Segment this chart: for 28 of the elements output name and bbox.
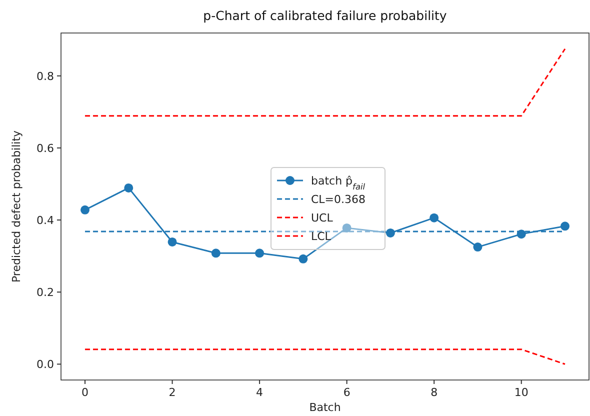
x-tick-label: 4 xyxy=(256,386,264,399)
legend-label: batch p̂$_{fail}$ xyxy=(311,174,366,192)
point xyxy=(211,248,220,258)
legend-label: LCL xyxy=(311,230,332,243)
chart-title: p-Chart of calibrated failure probability xyxy=(203,8,448,23)
y-tick-label: 0.4 xyxy=(36,214,54,228)
point xyxy=(430,213,439,222)
point xyxy=(255,248,264,258)
point xyxy=(298,254,308,264)
legend-label: CL=0.368 xyxy=(311,193,366,206)
x-tick-label: 0 xyxy=(82,386,88,399)
y-tick-label: 0.8 xyxy=(36,70,54,83)
point xyxy=(342,223,352,232)
point xyxy=(124,183,134,192)
x-tick-label: 6 xyxy=(343,386,350,399)
y-axis-title: Predicted defect probability xyxy=(10,130,23,283)
x-tick-label: 8 xyxy=(430,386,438,399)
point xyxy=(473,242,482,252)
y-tick-label: 0.6 xyxy=(36,142,54,155)
x-tick-label: 10 xyxy=(514,386,528,399)
point xyxy=(560,222,570,231)
y-tick-label: 0.0 xyxy=(36,358,54,372)
x-tick-label: 2 xyxy=(168,386,176,399)
x-axis-title: Batch xyxy=(309,401,341,414)
y-tick-label: 0.2 xyxy=(36,286,54,300)
point xyxy=(168,237,177,246)
point xyxy=(80,205,90,214)
legend-label: UCL xyxy=(311,212,334,224)
